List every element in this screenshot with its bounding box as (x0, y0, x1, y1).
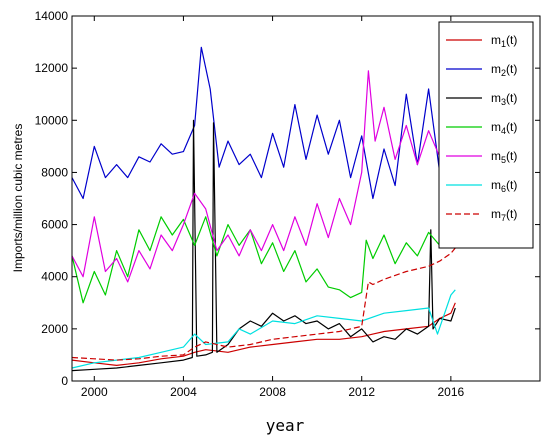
series-line-3 (71, 119, 456, 372)
legend-label-5: m5(t) (491, 149, 517, 165)
x-tick-label: 2016 (438, 385, 465, 399)
x-tick-label: 2000 (81, 385, 108, 399)
x-tick-label: 2004 (170, 385, 197, 399)
y-axis-label: Imports/million cubic metres (11, 124, 25, 273)
legend-box (438, 21, 534, 249)
series-line-4 (71, 216, 456, 304)
y-tick-label: 0 (61, 374, 68, 388)
x-axis-label: year (266, 416, 305, 435)
y-tick-label: 12000 (35, 61, 69, 75)
series-layer (71, 46, 456, 372)
plot-frame (71, 15, 541, 382)
legend-label-3: m3(t) (491, 91, 517, 107)
x-tick-label: 2012 (348, 385, 375, 399)
series-line-2 (71, 46, 456, 200)
legend: m1(t) m2(t) m3(t) m4(t) m5(t) m6(t) m7(t) (438, 21, 534, 249)
x-axis: 2000 2004 2008 2012 2016 (81, 16, 465, 399)
y-tick-label: 6000 (41, 218, 68, 232)
series-line-7 (71, 247, 456, 361)
legend-label-7: m7(t) (491, 207, 517, 223)
legend-label-6: m6(t) (491, 178, 517, 194)
y-tick-label: 14000 (35, 9, 69, 23)
legend-label-2: m2(t) (491, 62, 517, 78)
y-tick-label: 2000 (41, 322, 68, 336)
series-line-5 (71, 70, 456, 283)
legend-label-4: m4(t) (491, 120, 517, 136)
series-line-6 (71, 289, 456, 369)
y-tick-label: 8000 (41, 165, 68, 179)
legend-items: m1(t) m2(t) m3(t) m4(t) m5(t) m6(t) m7(t) (446, 33, 517, 223)
y-tick-label: 10000 (35, 113, 69, 127)
legend-label-1: m1(t) (491, 33, 517, 49)
series-line-1 (71, 302, 456, 366)
y-axis: 0 2000 4000 6000 8000 10000 12000 14000 (35, 9, 540, 388)
y-tick-label: 4000 (41, 270, 68, 284)
x-tick-label: 2008 (259, 385, 286, 399)
